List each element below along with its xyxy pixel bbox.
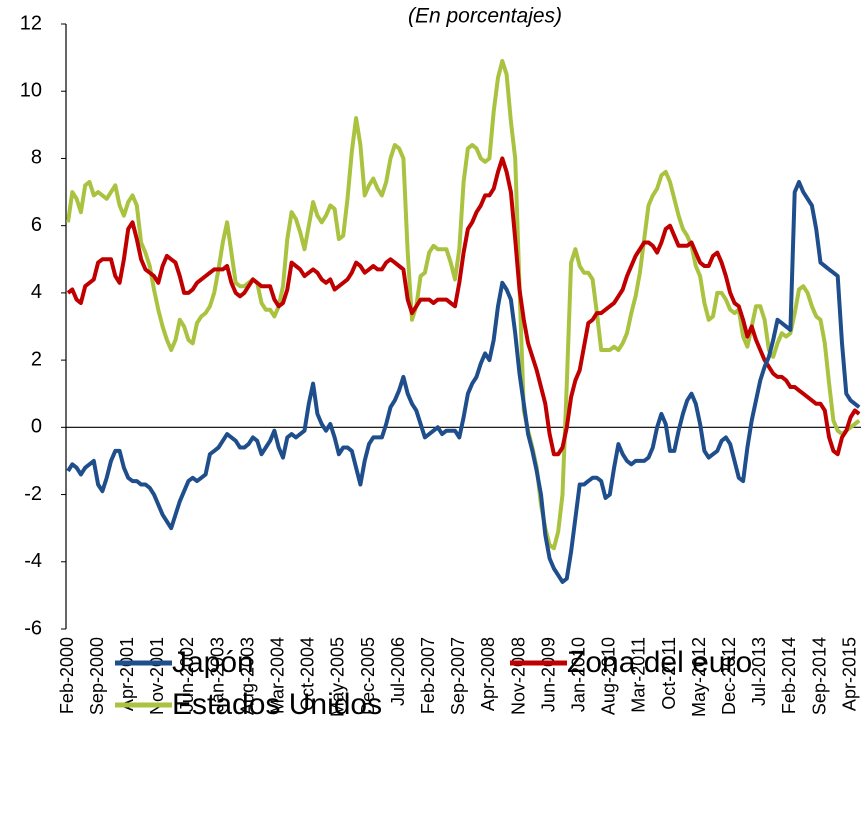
- y-tick-label: 12: [20, 12, 42, 34]
- x-tick-label: Feb-2007: [418, 637, 438, 714]
- y-tick-label: 6: [31, 214, 42, 236]
- x-tick-label: Mar-2011: [629, 637, 649, 713]
- x-tick-label: Feb-2014: [779, 637, 799, 714]
- y-tick-label: 0: [31, 416, 42, 438]
- x-tick-label: Jan-2010: [568, 637, 588, 712]
- y-tick-label: 2: [31, 348, 42, 370]
- series-line: [66, 59, 861, 551]
- x-tick-label: Oct-2004: [298, 637, 318, 711]
- legend-label: Zona del euro: [567, 646, 752, 679]
- y-tick-label: 10: [20, 80, 42, 102]
- x-tick-label: Aug-2003: [237, 637, 257, 715]
- x-tick-label: Jul-2013: [749, 637, 769, 706]
- y-tick-label: -2: [24, 483, 42, 505]
- x-tick-label: Sep-2007: [448, 637, 468, 715]
- chart-subtitle: (En porcentajes): [408, 5, 562, 28]
- x-tick-label: Oct-2011: [659, 637, 679, 710]
- y-tick-label: -6: [24, 617, 42, 639]
- x-tick-label: Jul-2006: [388, 637, 408, 706]
- legend-label: Japón: [172, 646, 254, 679]
- x-tick-label: Jun-2002: [177, 637, 197, 712]
- x-tick-label: May-2005: [328, 637, 348, 717]
- y-tick-label: -4: [24, 550, 42, 572]
- y-tick-label: 8: [31, 147, 42, 169]
- x-tick-label: Apr-2001: [117, 637, 137, 711]
- y-tick-label: 4: [31, 281, 42, 303]
- series-line: [66, 156, 861, 457]
- x-tick-label: Sep-2000: [87, 637, 107, 715]
- x-tick-label: Dec-2005: [358, 637, 378, 715]
- x-tick-label: Jun-2009: [538, 637, 558, 712]
- x-tick-label: Apr-2008: [478, 637, 498, 711]
- x-tick-label: Mar-2004: [267, 637, 287, 714]
- x-tick-label: Apr-2015: [839, 637, 859, 711]
- x-tick-label: Aug-2010: [599, 637, 619, 715]
- series-line: [66, 180, 861, 584]
- x-tick-label: Nov-2001: [147, 637, 167, 715]
- x-tick-label: Feb-2000: [57, 637, 77, 714]
- x-tick-label: Jan-2003: [207, 637, 227, 712]
- x-tick-label: Sep-2014: [809, 637, 829, 715]
- x-tick-label: Nov-2008: [508, 637, 528, 715]
- legend-label: Estados Unidos: [172, 688, 382, 721]
- x-tick-label: May-2012: [689, 637, 709, 717]
- x-tick-label: Dec-2012: [719, 637, 739, 715]
